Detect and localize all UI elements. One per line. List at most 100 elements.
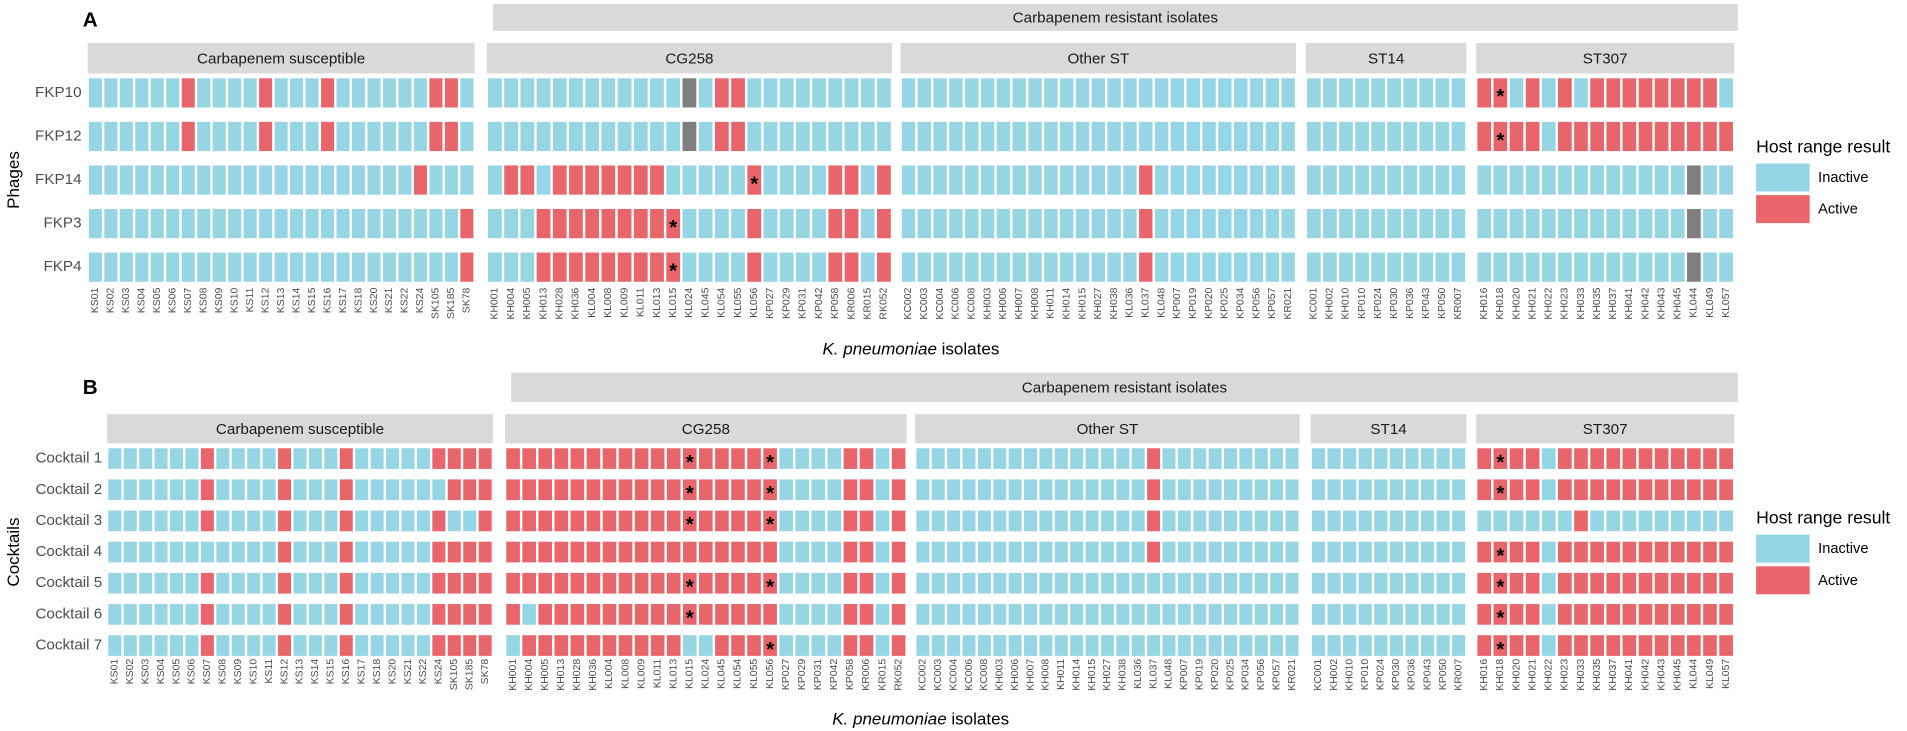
x-tick-label: KL015 — [668, 287, 679, 317]
heatmap-cell — [1147, 604, 1161, 625]
facet-label: Carbapenem susceptible — [216, 421, 384, 438]
x-tick-label: KS07 — [183, 287, 194, 313]
heatmap-cell — [1703, 479, 1717, 501]
heatmap-cell — [699, 541, 713, 563]
heatmap-cell — [1436, 635, 1450, 656]
x-tick-label: KP031 — [798, 287, 809, 319]
heatmap-cell — [243, 252, 257, 282]
heatmap-cell — [212, 165, 226, 195]
x-tick-label: KH038 — [1118, 659, 1129, 691]
heatmap-cell — [228, 208, 242, 239]
heatmap-cell — [1477, 479, 1492, 501]
heatmap-cell — [382, 121, 397, 152]
heatmap-cell — [1405, 635, 1419, 656]
heatmap-cell — [351, 121, 366, 152]
heatmap-cell — [1493, 604, 1508, 625]
x-tick-label: KH036 — [588, 659, 599, 691]
x-tick-label: KP030 — [1391, 659, 1402, 691]
heatmap-cell — [339, 510, 353, 532]
x-tick-label: KL015 — [685, 659, 696, 689]
heatmap-cell — [1435, 165, 1450, 195]
heatmap-cell — [1574, 121, 1588, 152]
heatmap-cell — [779, 604, 793, 625]
heatmap-cell — [278, 479, 292, 501]
heatmap-cell — [170, 635, 184, 656]
x-tick-label: KS21 — [403, 659, 414, 685]
heatmap-cell — [1405, 479, 1419, 501]
heatmap-cell — [1170, 165, 1185, 195]
facet-label: CG258 — [665, 50, 713, 67]
x-tick-label: KL009 — [636, 659, 647, 689]
x-tick-label: KS21 — [384, 287, 395, 313]
heatmap-cell — [569, 121, 583, 152]
heatmap-cell — [552, 165, 567, 195]
heatmap-cell — [386, 635, 400, 656]
heatmap-cell — [1687, 510, 1701, 532]
heatmap-cell — [119, 121, 133, 152]
heatmap-cell — [779, 208, 794, 239]
heatmap-cell — [150, 165, 164, 195]
heatmap-cell — [1254, 572, 1268, 594]
heatmap-cell — [1374, 541, 1388, 563]
heatmap-cell — [585, 252, 600, 282]
heatmap-cell — [570, 604, 585, 625]
x-tick-label: RK052 — [879, 287, 890, 319]
heatmap-cell — [1703, 252, 1717, 282]
x-tick-label: KP024 — [1373, 287, 1384, 319]
heatmap-cell — [538, 448, 553, 469]
heatmap-cell — [1509, 121, 1524, 152]
heatmap-cell — [522, 572, 536, 594]
heatmap-cell — [618, 635, 633, 656]
x-tick-label: KP043 — [1422, 659, 1433, 691]
heatmap-cell — [506, 604, 520, 625]
heatmap-cell — [1311, 541, 1326, 563]
heatmap-cell — [1193, 510, 1207, 532]
heatmap-cell — [1387, 252, 1401, 282]
heatmap-cell — [977, 541, 991, 563]
heatmap-cell — [274, 252, 288, 282]
heatmap-cell — [355, 541, 369, 563]
legend-key — [1756, 163, 1810, 192]
x-tick-label: KS13 — [276, 287, 287, 313]
heatmap-cell — [432, 541, 446, 563]
x-tick-label: KS06 — [168, 287, 179, 313]
x-tick-label: KH041 — [1624, 287, 1635, 319]
heatmap-cell — [1085, 510, 1099, 532]
heatmap-cell — [1452, 448, 1466, 469]
heatmap-cell — [1177, 448, 1191, 469]
heatmap-cell — [1574, 208, 1588, 239]
heatmap-cell — [916, 572, 930, 594]
heatmap-cell — [1622, 121, 1637, 152]
heatmap-cell — [1254, 510, 1268, 532]
heatmap-cell — [617, 78, 632, 108]
heatmap-cell — [1420, 479, 1435, 501]
heatmap-cell — [1307, 165, 1321, 195]
heatmap-cell — [715, 541, 729, 563]
x-tick-label: KL013 — [652, 287, 663, 317]
x-tick-label: KS15 — [307, 287, 318, 313]
heatmap-cell — [1405, 604, 1419, 625]
y-axis-label: Cocktails — [4, 518, 23, 587]
heatmap-cell — [1059, 252, 1074, 282]
x-tick-label: KC004 — [935, 287, 946, 319]
asterisk: * — [1496, 129, 1505, 152]
heatmap-cell — [666, 252, 681, 282]
heatmap-cell — [1558, 121, 1572, 152]
heatmap-cell — [731, 510, 745, 532]
heatmap-cell — [714, 252, 729, 282]
heatmap-cell — [324, 635, 338, 656]
heatmap-cell — [1606, 121, 1621, 152]
heatmap-cell — [1452, 510, 1466, 532]
heatmap-cell — [259, 121, 273, 152]
heatmap-cell — [1249, 208, 1264, 239]
heatmap-cell — [812, 165, 826, 195]
heatmap-cell — [1162, 510, 1176, 532]
heatmap-cell — [262, 510, 276, 532]
heatmap-cell — [1239, 448, 1253, 469]
x-axis-label: K. pneumoniae isolates — [822, 339, 999, 358]
heatmap-cell — [478, 510, 492, 532]
heatmap-cell — [1154, 208, 1169, 239]
heatmap-cell — [1028, 165, 1042, 195]
heatmap-cell — [154, 510, 168, 532]
heatmap-cell — [1525, 165, 1540, 195]
